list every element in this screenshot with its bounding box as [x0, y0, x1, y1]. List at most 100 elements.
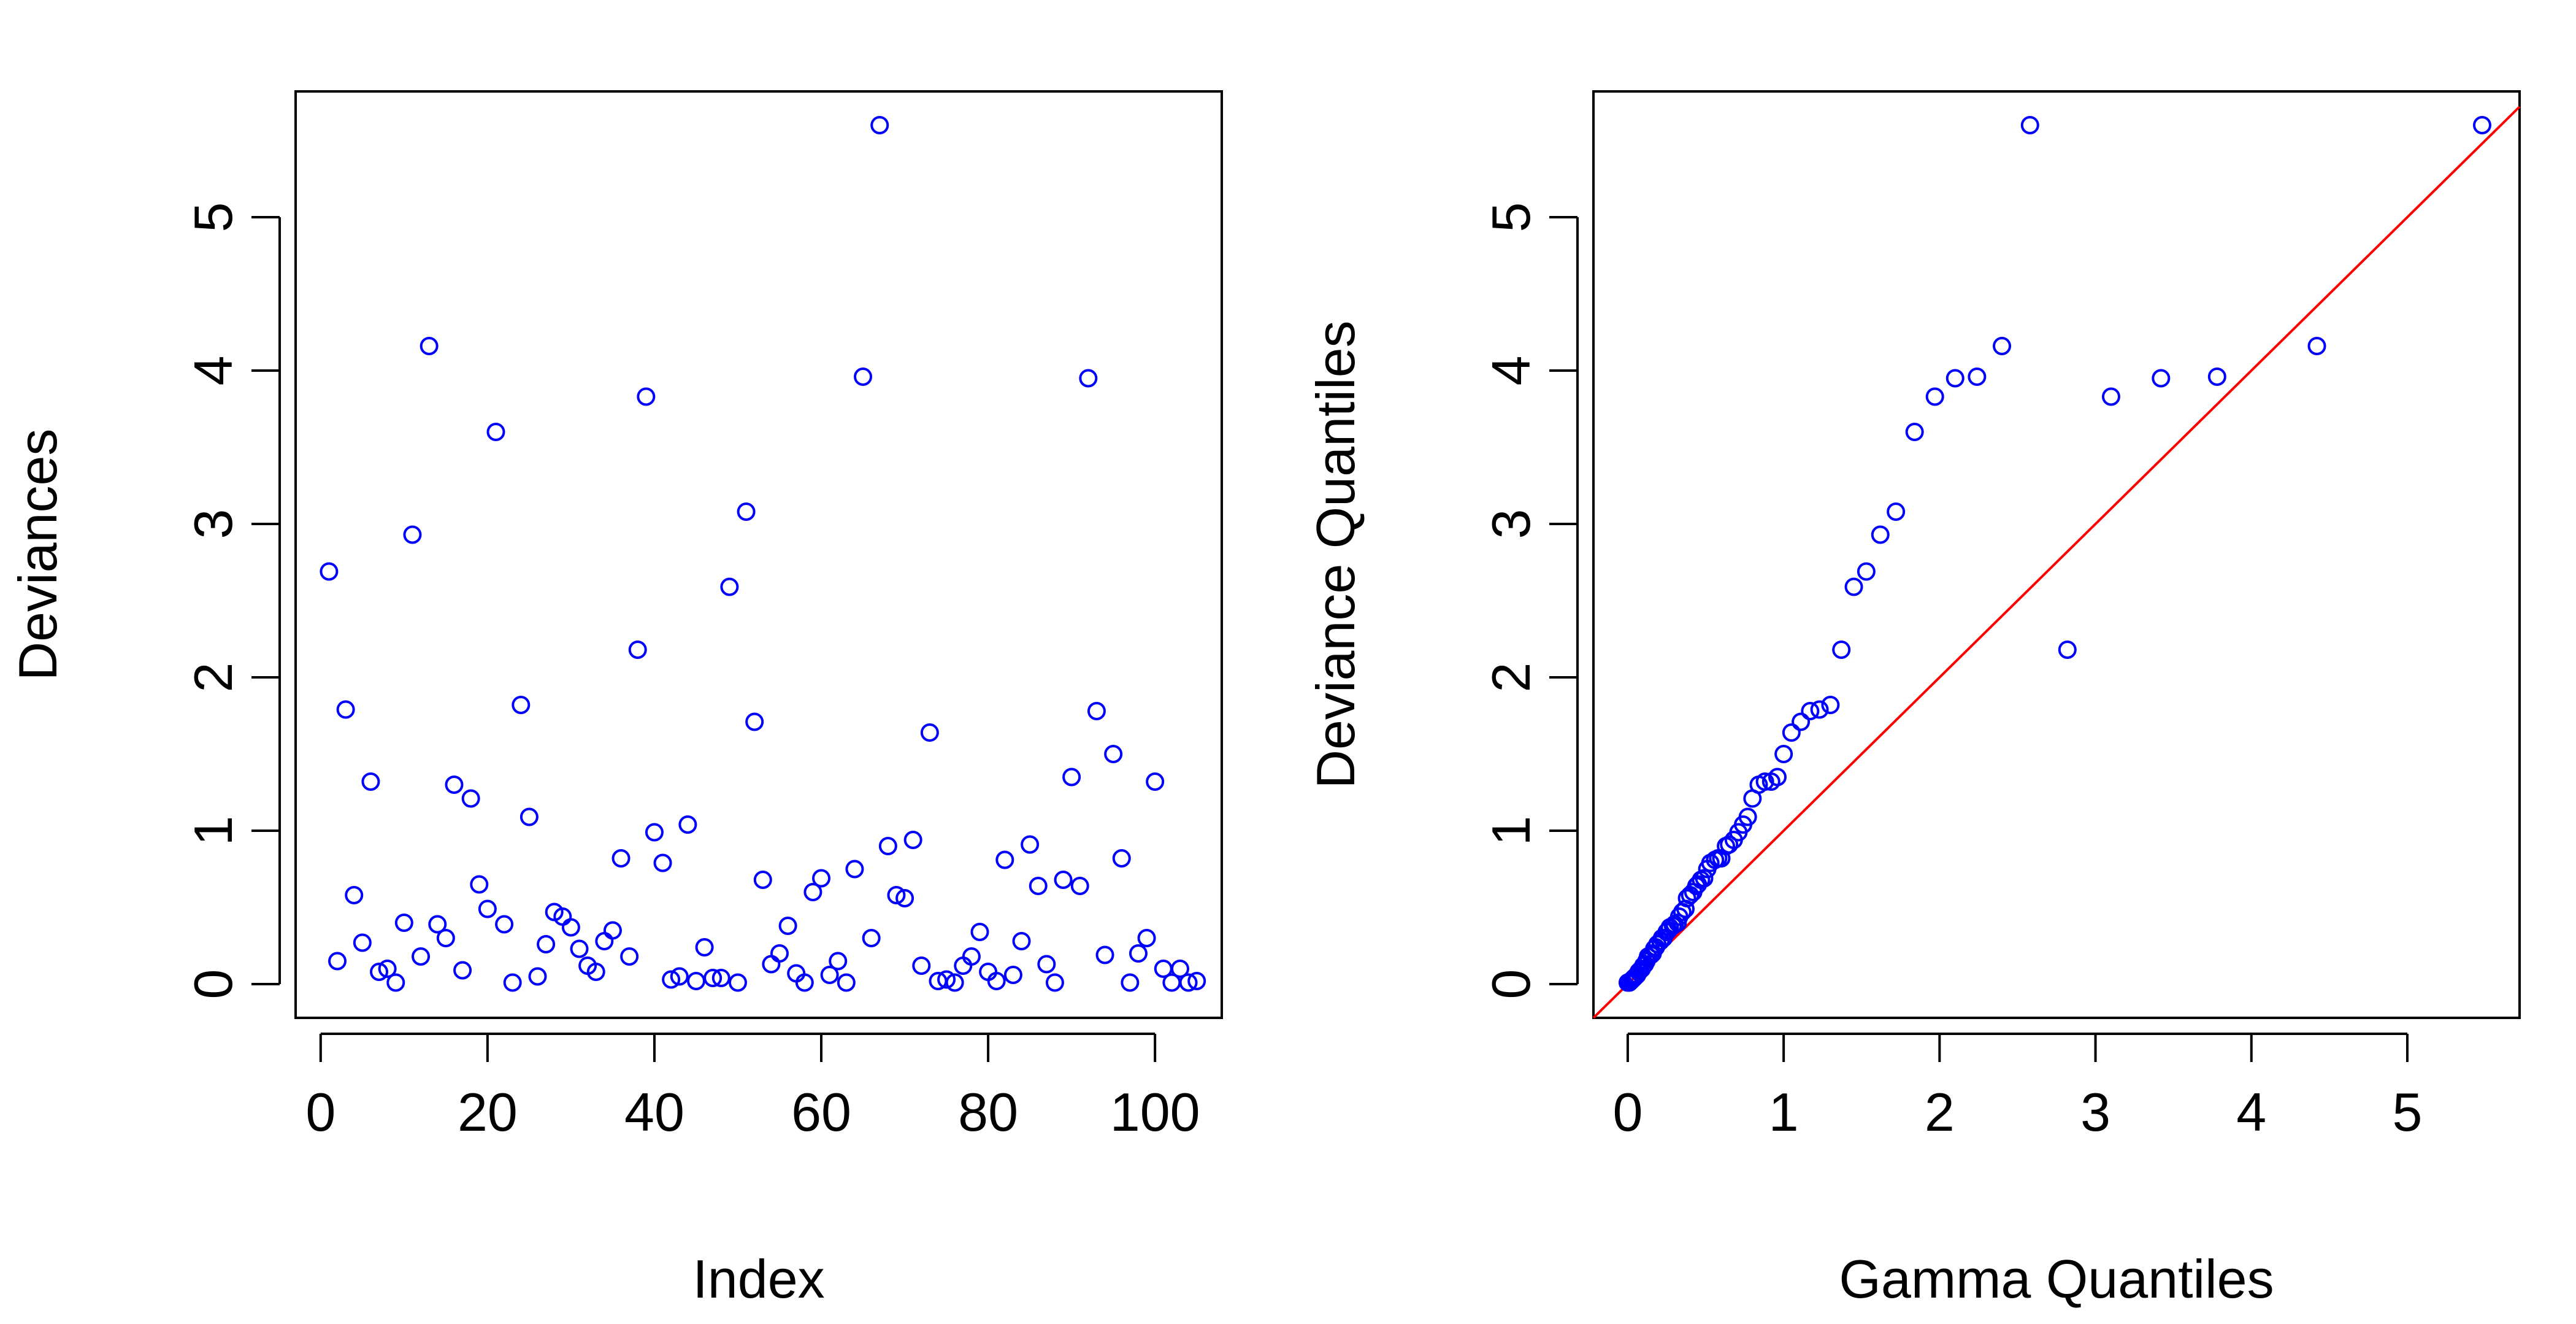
data-point — [728, 973, 747, 992]
data-point — [1187, 972, 1206, 990]
data-point — [1129, 944, 1148, 963]
data-point — [895, 889, 914, 907]
data-point — [1179, 973, 1198, 992]
data-point — [2152, 369, 2171, 388]
data-point — [862, 929, 881, 947]
data-point — [1689, 875, 1708, 894]
data-point — [887, 886, 906, 904]
data-point — [1012, 932, 1031, 950]
y-tick-label: 5 — [1481, 202, 1541, 233]
data-point — [478, 899, 497, 918]
data-point — [2101, 387, 2120, 406]
data-point — [328, 952, 347, 971]
data-point — [1029, 877, 1048, 895]
data-point — [336, 700, 355, 719]
data-point — [1021, 835, 1040, 854]
data-point — [945, 973, 964, 992]
y-tick-label: 4 — [183, 356, 243, 386]
data-point — [970, 923, 989, 941]
x-tick-label: 80 — [958, 1082, 1018, 1142]
data-point — [837, 973, 856, 992]
data-point — [1003, 966, 1022, 984]
data-point — [670, 967, 689, 986]
gamma-qq-plot: 0 1 2 3 4 5 0 1 2 3 4 5 Gamma Quantiles Deviance Q… — [1305, 90, 2521, 1309]
y-tick-label: 3 — [183, 509, 243, 539]
data-point — [519, 807, 539, 826]
data-point — [1782, 723, 1801, 742]
y-axis-label: Deviance Quantiles — [1305, 320, 1366, 788]
y-tick-label: 0 — [183, 969, 243, 999]
data-point — [795, 973, 814, 992]
data-point — [962, 947, 981, 966]
data-point — [453, 961, 472, 980]
data-point — [620, 947, 639, 966]
data-point — [645, 823, 664, 842]
data-point — [1079, 369, 1098, 388]
data-point — [737, 502, 756, 521]
data-point — [870, 116, 889, 134]
data-point — [512, 696, 531, 714]
data-point — [570, 939, 589, 958]
data-point — [1146, 772, 1165, 791]
data-point — [345, 886, 364, 904]
data-point — [812, 869, 831, 888]
y-axis: 0 1 2 3 4 5 — [183, 202, 281, 999]
x-tick-label: 20 — [458, 1082, 518, 1142]
data-point — [628, 641, 647, 659]
data-point — [445, 776, 464, 794]
data-point — [1037, 955, 1056, 974]
data-point — [1993, 337, 2012, 355]
data-point — [370, 963, 389, 981]
data-point — [711, 969, 730, 987]
data-point — [586, 963, 605, 981]
data-point — [1871, 525, 1890, 544]
data-point — [1720, 835, 1739, 854]
data-point — [803, 883, 822, 901]
data-point — [1677, 889, 1696, 907]
x-tick-label: 3 — [2080, 1082, 2110, 1142]
data-point — [1968, 368, 1987, 386]
data-point — [403, 525, 422, 544]
x-tick-label: 100 — [1110, 1082, 1200, 1142]
data-point — [1695, 869, 1714, 888]
data-point — [1945, 369, 1965, 388]
data-point — [1104, 745, 1123, 763]
x-tick-label: 0 — [305, 1082, 335, 1142]
data-point — [753, 871, 772, 889]
data-point — [1095, 945, 1114, 964]
data-point — [1857, 562, 1876, 581]
data-point — [778, 917, 797, 935]
y-tick-label: 4 — [1481, 356, 1541, 386]
data-point — [2207, 368, 2226, 386]
data-point — [637, 387, 656, 406]
data-point — [678, 815, 697, 834]
data-point — [662, 970, 681, 989]
data-point — [486, 423, 505, 441]
y-axis-label: Deviances — [7, 429, 68, 681]
y-tick-label: 0 — [1481, 969, 1541, 999]
data-point — [720, 577, 739, 596]
data-point — [412, 947, 431, 966]
data-point — [937, 970, 956, 989]
x-tick-label: 5 — [2392, 1082, 2422, 1142]
data-point — [537, 935, 556, 953]
data-point — [2472, 116, 2491, 134]
data-point — [2020, 116, 2039, 134]
data-point — [611, 849, 631, 868]
y-tick-label: 1 — [1481, 816, 1541, 846]
y-tick-label: 2 — [1481, 663, 1541, 693]
data-point — [428, 915, 447, 934]
data-point — [1792, 712, 1811, 731]
data-point — [1821, 696, 1840, 714]
data-point — [987, 972, 1006, 990]
x-axis: 0 20 40 60 80 100 — [305, 1033, 1200, 1142]
x-tick-label: 60 — [791, 1082, 851, 1142]
data-point — [320, 562, 339, 581]
data-point — [386, 973, 405, 992]
data-point — [353, 933, 372, 952]
y-tick-label: 2 — [183, 663, 243, 693]
data-point — [1121, 973, 1140, 992]
data-point — [1755, 772, 1774, 791]
data-point — [1045, 973, 1064, 992]
